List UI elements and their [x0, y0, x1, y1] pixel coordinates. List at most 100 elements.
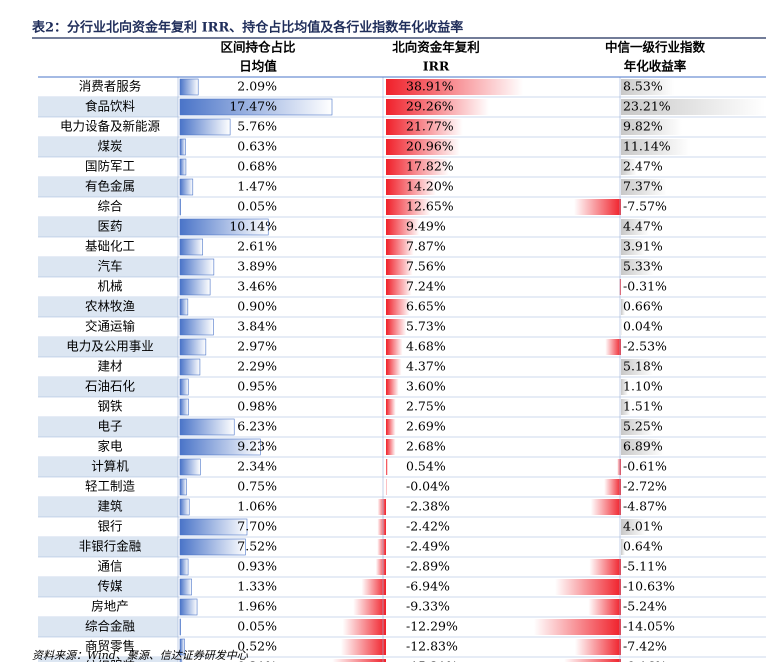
- column-header: IRR: [423, 59, 450, 74]
- data-bar: [621, 219, 649, 235]
- cell-value: 0.04%: [623, 319, 663, 334]
- cell-value: -7.57%: [623, 199, 667, 214]
- industry-name: 基础化工: [85, 239, 135, 254]
- data-bar: [533, 619, 621, 635]
- data-bar: [179, 518, 248, 536]
- data-bar: [377, 539, 386, 555]
- data-bar: [621, 159, 637, 175]
- cell-value: 1.51%: [623, 399, 663, 414]
- cell-value: 2.29%: [237, 359, 277, 374]
- column-header: 中信一级行业指数: [605, 40, 706, 55]
- data-bar: [179, 438, 261, 456]
- cell-value: 3.46%: [237, 279, 277, 294]
- industry-name: 电力及公用事业: [66, 339, 154, 354]
- data-bar: [386, 399, 396, 415]
- cell-value: -2.53%: [623, 339, 667, 354]
- data-bar: [621, 539, 625, 555]
- data-bar: [179, 98, 333, 116]
- cell-value: 3.89%: [237, 259, 277, 274]
- industry-name: 家电: [97, 439, 123, 454]
- cell-value: 3.91%: [623, 239, 663, 254]
- data-bar: [589, 559, 621, 575]
- cell-value: 9.23%: [237, 439, 277, 454]
- data-bar: [179, 138, 186, 156]
- cell-value: 1.33%: [237, 579, 277, 594]
- cell-value: 0.66%: [623, 299, 663, 314]
- cell-value: -0.04%: [406, 479, 450, 494]
- data-bar: [386, 239, 414, 255]
- cell-value: -2.38%: [406, 499, 450, 514]
- cell-value: 2.47%: [623, 159, 663, 174]
- row-band: [38, 217, 178, 237]
- data-bar: [179, 178, 194, 196]
- cell-value: 0.05%: [237, 199, 277, 214]
- cell-value: 4.68%: [406, 339, 446, 354]
- industry-name: 电子: [97, 419, 122, 434]
- industry-name: 传媒: [97, 579, 123, 594]
- data-bar: [386, 119, 463, 135]
- cell-value: 7.70%: [237, 519, 277, 534]
- cell-value: 7.87%: [406, 239, 446, 254]
- data-bar: [386, 79, 523, 95]
- row-band: [38, 377, 178, 397]
- data-bar: [179, 78, 199, 96]
- data-bar: [588, 599, 621, 615]
- industry-name: 石油石化: [85, 379, 136, 394]
- cell-value: 1.47%: [237, 179, 277, 194]
- cell-value: 21.77%: [406, 119, 454, 134]
- data-bar: [179, 158, 187, 176]
- cell-value: -2.89%: [406, 559, 450, 574]
- industry-name: 综合金融: [85, 619, 136, 634]
- data-bar: [621, 399, 631, 415]
- data-bar: [617, 459, 621, 475]
- data-bar: [385, 479, 387, 495]
- cell-value: 0.90%: [237, 299, 277, 314]
- cell-value: 17.82%: [406, 159, 454, 174]
- industry-name: 农林牧渔: [85, 299, 135, 314]
- cell-value: -2.42%: [406, 519, 450, 534]
- data-bar: [179, 378, 189, 396]
- data-bar: [621, 299, 626, 315]
- data-bar: [179, 498, 190, 516]
- row-band: [38, 497, 178, 517]
- data-bar: [621, 179, 667, 195]
- cell-value: 1.10%: [623, 379, 663, 394]
- data-bar: [340, 639, 386, 655]
- data-bar: [179, 578, 192, 596]
- cell-value: 0.75%: [237, 479, 277, 494]
- cell-value: 14.20%: [406, 179, 454, 194]
- cell-value: 0.54%: [406, 459, 446, 474]
- cell-value: -14.05%: [623, 619, 675, 634]
- cell-value: 10.14%: [229, 219, 277, 234]
- cell-value: 0.64%: [623, 539, 663, 554]
- data-bar: [179, 598, 198, 616]
- data-bar: [179, 218, 269, 236]
- data-bar: [179, 618, 181, 636]
- data-bar: [179, 458, 201, 476]
- data-bar: [179, 558, 189, 576]
- data-bar: [621, 519, 646, 535]
- cell-value: 11.14%: [623, 139, 671, 154]
- cell-value: 8.53%: [623, 79, 663, 94]
- industry-name: 医药: [97, 219, 122, 234]
- data-bar: [179, 418, 235, 436]
- cell-value: 5.33%: [623, 259, 663, 274]
- industry-name: 食品饮料: [85, 99, 136, 114]
- cell-value: 6.23%: [237, 419, 277, 434]
- cell-value: -0.31%: [623, 279, 667, 294]
- cell-value: 4.37%: [406, 359, 446, 374]
- cell-value: 2.97%: [237, 339, 277, 354]
- data-bar: [621, 79, 674, 95]
- data-bar: [574, 639, 621, 655]
- cell-value: 17.47%: [229, 99, 277, 114]
- industry-name: 机械: [97, 279, 123, 294]
- cell-value: 5.25%: [623, 419, 663, 434]
- cell-value: -6.94%: [406, 579, 450, 594]
- data-bar: [621, 319, 622, 335]
- cell-value: -5.24%: [623, 599, 667, 614]
- industry-name: 煤炭: [97, 139, 122, 154]
- cell-value: 2.68%: [406, 439, 446, 454]
- cell-value: 3.60%: [406, 379, 446, 394]
- data-bar: [179, 318, 214, 336]
